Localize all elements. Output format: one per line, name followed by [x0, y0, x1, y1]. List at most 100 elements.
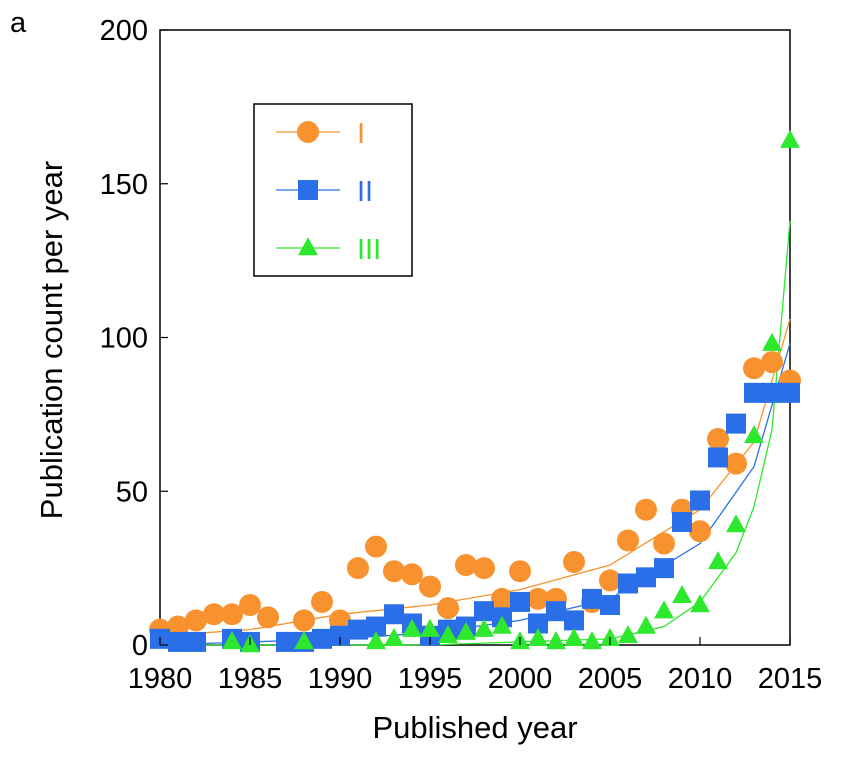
y-tick-label: 0 — [132, 630, 148, 662]
x-tick-label: 2000 — [488, 663, 553, 695]
data-point — [456, 621, 476, 640]
data-point — [402, 618, 422, 637]
data-point — [348, 619, 368, 640]
data-point — [528, 628, 548, 647]
data-point — [239, 594, 261, 617]
data-point — [546, 631, 566, 650]
data-point — [222, 631, 242, 650]
trend-line-I — [159, 318, 791, 637]
data-point — [564, 628, 584, 647]
data-point — [401, 563, 423, 586]
data-point — [419, 575, 441, 598]
data-point — [725, 452, 747, 475]
data-point — [366, 616, 386, 637]
data-point — [600, 595, 620, 616]
data-point — [528, 613, 548, 634]
data-point — [654, 600, 674, 619]
data-point — [492, 615, 512, 634]
data-point — [527, 587, 549, 610]
data-point — [384, 628, 404, 647]
data-point — [473, 557, 495, 580]
data-point — [726, 413, 746, 434]
x-tick-label: 1980 — [128, 663, 193, 695]
data-point — [780, 382, 800, 403]
data-point — [582, 631, 602, 650]
data-point — [221, 603, 243, 626]
x-tick-label: 1995 — [398, 663, 463, 695]
data-point — [708, 551, 728, 570]
data-point — [186, 631, 206, 652]
y-axis: 0 50 100 150 200 — [100, 15, 168, 662]
x-axis: 1980 1985 1990 1995 2000 2005 2010 2015 — [128, 637, 823, 695]
legend-item-I: I — [276, 118, 365, 150]
data-point — [474, 601, 494, 622]
data-point — [257, 606, 279, 629]
data-point — [563, 550, 585, 573]
y-tick-label: 150 — [100, 169, 148, 201]
data-markers — [149, 129, 801, 653]
legend-item-III: III — [276, 234, 381, 266]
legend-marker — [297, 121, 319, 143]
data-point — [762, 382, 782, 403]
y-tick-label: 50 — [116, 476, 148, 508]
trend-lines — [159, 220, 791, 646]
data-point — [420, 618, 440, 637]
x-tick-label: 2015 — [758, 663, 823, 695]
data-point — [168, 631, 188, 652]
data-point — [743, 357, 765, 380]
data-point — [582, 588, 602, 609]
data-point — [689, 520, 711, 543]
data-point — [654, 558, 674, 579]
data-point — [707, 427, 729, 450]
series-III — [222, 129, 800, 653]
data-point — [780, 129, 800, 148]
data-point — [437, 597, 459, 620]
data-point — [546, 601, 566, 622]
data-point — [564, 610, 584, 631]
data-point — [384, 604, 404, 625]
data-point — [672, 585, 692, 603]
data-point — [438, 624, 458, 643]
y-tick-label: 100 — [100, 323, 148, 355]
legend-marker — [298, 237, 318, 256]
data-point — [726, 514, 746, 533]
data-point — [509, 560, 531, 583]
data-point — [383, 560, 405, 583]
legend-marker — [298, 180, 318, 200]
data-point — [185, 609, 207, 632]
legend-item-II: II — [276, 176, 373, 208]
data-point — [365, 535, 387, 558]
trend-line-III — [160, 220, 791, 646]
x-axis-title: Published year — [372, 710, 577, 745]
y-tick-label: 200 — [100, 15, 148, 47]
data-point — [672, 512, 692, 532]
legend-label: I — [357, 118, 365, 150]
data-point — [312, 628, 332, 649]
data-point — [635, 498, 657, 521]
legend-label: II — [357, 176, 373, 208]
data-point — [708, 447, 728, 468]
data-point — [347, 557, 369, 580]
data-point — [744, 425, 764, 444]
data-point — [330, 625, 350, 646]
data-point — [636, 615, 656, 634]
data-point — [618, 573, 638, 594]
data-point — [293, 609, 315, 632]
data-point — [294, 631, 314, 650]
data-point — [744, 382, 764, 403]
data-point — [653, 532, 675, 555]
data-point — [311, 590, 333, 613]
data-point — [762, 332, 782, 351]
data-point — [618, 624, 638, 643]
x-tick-label: 1990 — [308, 663, 373, 695]
x-tick-label: 2005 — [578, 663, 643, 695]
data-point — [491, 587, 513, 610]
data-point — [690, 594, 710, 613]
data-point — [203, 603, 225, 626]
data-point — [455, 554, 477, 577]
data-point — [617, 529, 639, 552]
data-point — [474, 618, 494, 637]
panel-label: a — [10, 7, 27, 39]
data-point — [761, 351, 783, 374]
